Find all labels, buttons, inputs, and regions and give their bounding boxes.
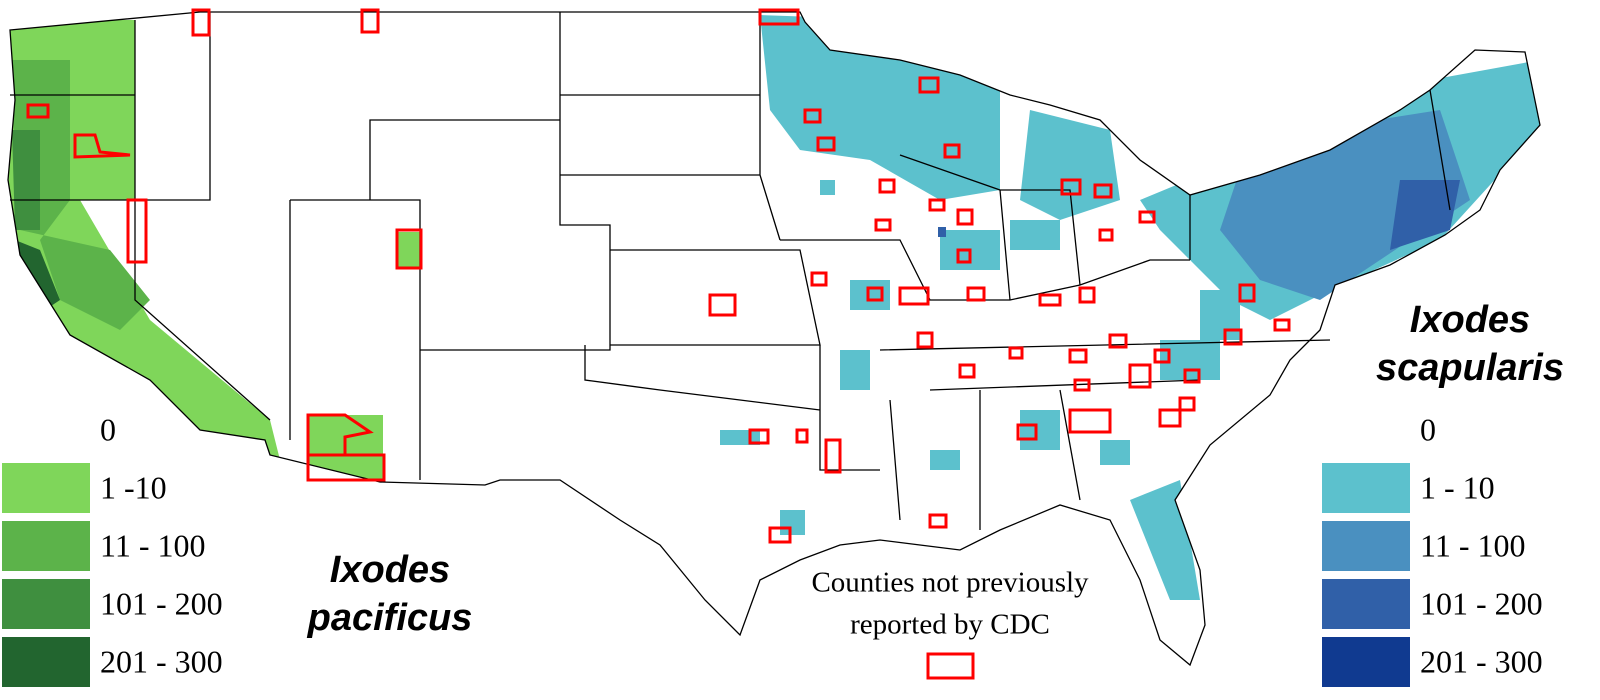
legend-label: 1 -10	[100, 469, 167, 505]
legend-swatch	[1322, 579, 1410, 629]
legend-title: Ixodes	[330, 549, 450, 591]
legend-label: 1 - 10	[1420, 469, 1495, 505]
new-county-markers	[26, 8, 1291, 544]
legend-swatch	[1322, 405, 1410, 455]
legend-label: 11 - 100	[1420, 527, 1525, 563]
legend-title: pacificus	[307, 597, 473, 639]
note-swatch	[926, 652, 975, 680]
legend-title: Ixodes	[1410, 299, 1530, 341]
legend-label: 0	[1420, 411, 1436, 447]
legend-label: 0	[100, 411, 116, 447]
legend-swatch	[1322, 521, 1410, 571]
legend-label: 11 - 100	[100, 527, 205, 563]
legend-swatch	[1322, 463, 1410, 513]
note-line: reported by CDC	[850, 609, 1050, 641]
legend-swatch	[2, 463, 90, 513]
legend-label: 101 - 200	[1420, 585, 1543, 621]
legend-label: 101 - 200	[100, 585, 223, 621]
legends: 0 1 -10 11 - 100 101 - 200 201 - 300 Ixodes pa…	[2, 299, 1564, 687]
legend-swatch	[2, 521, 90, 571]
legend-title: scapularis	[1376, 347, 1564, 389]
legend-label: 201 - 300	[1420, 643, 1543, 679]
legend-label: 201 - 300	[100, 643, 223, 679]
legend-swatch	[1322, 637, 1410, 687]
note-line: Counties not previously	[811, 567, 1089, 599]
legend-swatch	[2, 637, 90, 687]
legend-swatch	[2, 405, 90, 455]
state-borders	[10, 12, 1451, 530]
legend-swatch	[2, 579, 90, 629]
